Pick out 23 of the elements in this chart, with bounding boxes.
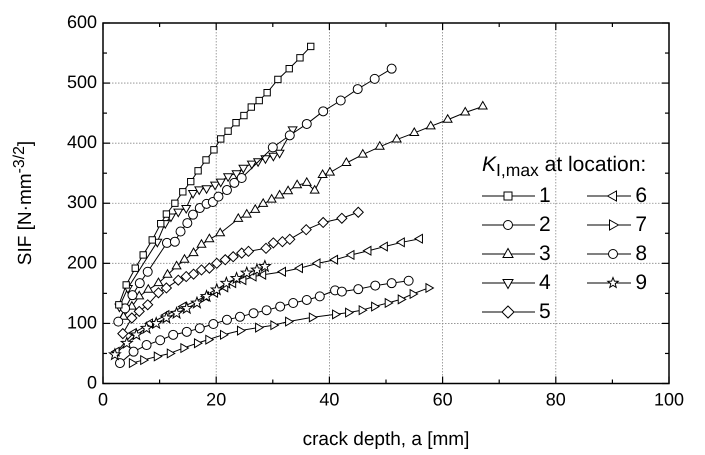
x-tick-label: 60 (432, 389, 453, 410)
y-tick-label: 600 (66, 12, 97, 32)
x-axis-title: crack depth, a [mm] (302, 428, 470, 450)
legend-label: 5 (539, 300, 551, 324)
y-tick-label: 200 (66, 252, 97, 272)
y-tick-label: 500 (66, 72, 97, 92)
legend-label: 7 (635, 213, 647, 238)
legend-label: 1 (539, 184, 551, 208)
y-tick-label: 300 (66, 192, 97, 212)
y-tick-label: 400 (66, 132, 97, 152)
legend-label: 3 (539, 242, 551, 266)
legend-title: K$_{I,max}$ at location: (482, 153, 647, 182)
legend-label: 4 (539, 271, 551, 296)
y-tick-label: 100 (66, 312, 97, 332)
x-tick-label: 80 (546, 389, 566, 410)
x-tick-label: 100 (654, 389, 684, 410)
y-tick-label: 0 (86, 372, 97, 392)
legend-label: 2 (539, 213, 551, 238)
x-tick-label: 20 (206, 389, 226, 410)
legend-label: 9 (635, 271, 647, 296)
x-tick-label: 40 (319, 389, 340, 410)
legend-label: 8 (635, 242, 647, 266)
legend-label: 6 (635, 184, 647, 208)
